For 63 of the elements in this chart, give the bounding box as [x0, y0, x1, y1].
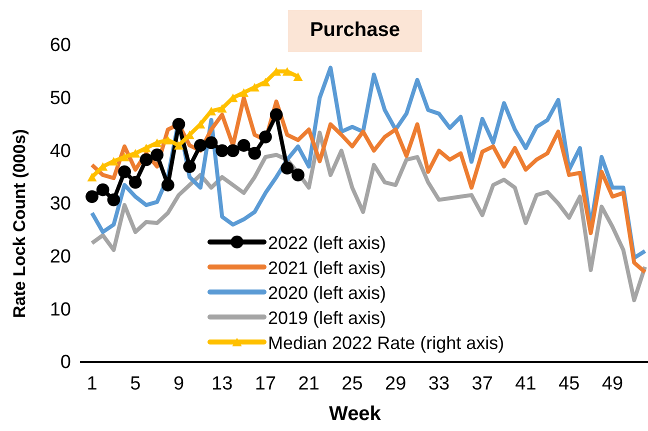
- point: [259, 130, 272, 144]
- legend-label: Median 2022 Rate (right axis): [268, 333, 504, 353]
- point: [260, 78, 270, 86]
- point: [86, 190, 98, 204]
- point: [216, 144, 229, 158]
- point: [130, 149, 140, 158]
- x-tick-label: 13: [212, 373, 233, 394]
- point: [217, 104, 227, 113]
- x-tick-label: 1: [86, 373, 98, 394]
- y-tick-label: 30: [50, 194, 71, 215]
- point: [226, 144, 240, 158]
- x-tick-label: 37: [472, 373, 493, 394]
- legend-label: 2021 (left axis): [268, 258, 386, 278]
- point: [194, 138, 207, 152]
- point: [87, 172, 97, 182]
- legend-label: 2019 (left axis): [268, 308, 386, 328]
- legend-label: 2020 (left axis): [268, 283, 386, 303]
- point: [108, 156, 118, 166]
- chart-title: Purchase: [310, 19, 400, 41]
- point: [120, 152, 130, 162]
- point: [250, 82, 260, 92]
- point: [150, 148, 164, 162]
- y-tick-label: 0: [60, 352, 71, 374]
- x-tick-label: 21: [298, 373, 320, 394]
- x-tick-label: 41: [515, 373, 536, 394]
- x-axis-title: Week: [329, 403, 382, 425]
- y-tick-label: 50: [50, 88, 71, 109]
- x-tick-label: 25: [342, 373, 363, 394]
- point: [163, 136, 173, 144]
- point: [161, 178, 174, 192]
- point: [96, 183, 110, 196]
- x-tick-label: 29: [385, 373, 406, 394]
- x-tick-label: 45: [558, 373, 580, 394]
- y-tick-label: 20: [50, 246, 71, 268]
- point: [237, 138, 250, 152]
- y-tick-label: 40: [50, 140, 71, 162]
- y-tick-label: 60: [50, 35, 71, 56]
- point: [141, 144, 151, 152]
- point: [270, 108, 283, 122]
- point: [174, 141, 184, 150]
- point: [107, 193, 120, 206]
- point: [292, 168, 304, 182]
- x-tick-label: 17: [254, 373, 276, 394]
- x-tick-label: 49: [602, 373, 624, 394]
- x-tick-label: 9: [173, 373, 184, 394]
- point: [183, 160, 196, 173]
- point: [140, 153, 153, 166]
- point: [128, 176, 142, 189]
- point: [172, 118, 186, 131]
- y-axis-title: Rate Lock Count (000s): [10, 129, 29, 318]
- point: [248, 146, 262, 160]
- point: [118, 165, 131, 178]
- x-tick-label: 5: [130, 373, 141, 394]
- point: [282, 67, 292, 76]
- legend-label: 2022 (left axis): [268, 233, 386, 253]
- x-tick-label: 33: [428, 373, 450, 394]
- point: [280, 162, 294, 175]
- line-series: [90, 130, 647, 302]
- point: [204, 136, 218, 150]
- point: [293, 72, 303, 81]
- y-tick-label: 10: [50, 299, 71, 320]
- point: [152, 138, 162, 148]
- point: [239, 88, 249, 97]
